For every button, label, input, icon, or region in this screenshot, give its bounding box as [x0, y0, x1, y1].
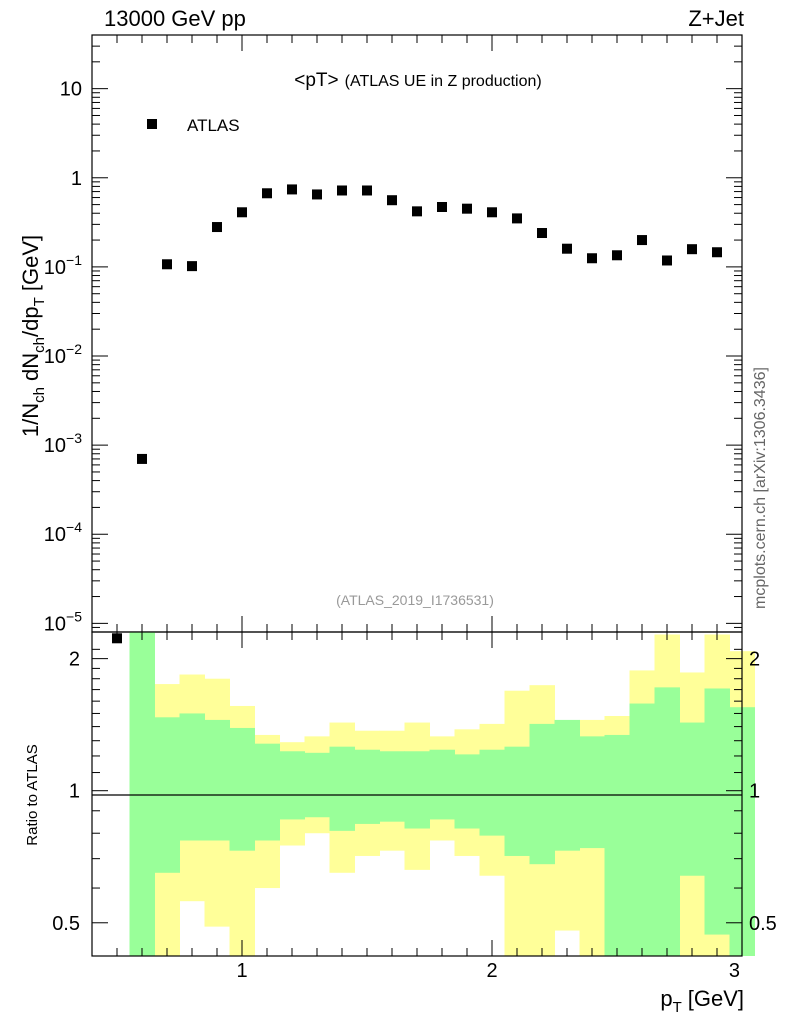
ratio-ticks [91, 632, 743, 956]
data-point [587, 253, 597, 264]
ratio-band-bin [354, 749, 380, 824]
ratio-band-bin [529, 723, 555, 865]
data-point [262, 188, 272, 199]
data-point [312, 189, 322, 200]
data-point [662, 255, 672, 266]
ratio-ytick-label-right: 0.5 [749, 913, 777, 935]
ratio-band-bin [554, 719, 580, 851]
ratio-band-bin [504, 746, 530, 856]
ratio-band-bin [479, 749, 505, 836]
ratio-bands [129, 632, 755, 956]
ratio-ytick-label-right: 1 [749, 781, 760, 803]
ratio-band-bin [679, 722, 705, 876]
data-point [687, 244, 697, 255]
legend-label: ATLAS [187, 116, 240, 135]
data-point [137, 453, 147, 464]
main-ytick-label: 10−5 [44, 608, 82, 635]
main-ytick-label: 10−4 [44, 519, 82, 546]
plot-title: <pT> (ATLAS UE in Z production) [294, 70, 541, 91]
data-point [537, 228, 547, 239]
ratio-band-bin [404, 751, 430, 829]
ratio-band-bin [629, 703, 655, 956]
data-point [362, 185, 372, 196]
data-point [612, 250, 622, 261]
main-ytick-label: 1 [71, 168, 82, 190]
energy-label: 13000 GeV pp [104, 6, 246, 31]
data-point [487, 207, 497, 218]
ratio-ytick-label-right: 2 [749, 649, 760, 671]
ratio-band-bin [129, 632, 155, 956]
ratio-band-bin [279, 751, 305, 820]
ratio-ytick-label-left: 2 [69, 649, 80, 671]
ratio-band-bin [379, 751, 405, 822]
ratio-panel: 2 2 1 1 0.5 0.5 1 2 3 [52, 631, 777, 982]
x-tick-label: 2 [486, 960, 497, 982]
main-ytick-label: 10−3 [44, 430, 82, 457]
data-point [337, 185, 347, 196]
data-point [187, 261, 197, 272]
main-points [112, 184, 722, 644]
main-ytick-label: 10−2 [44, 341, 82, 368]
main-panel: 10 1 10−1 10−2 10−3 10−4 10−5 <pT> (ATLAS UE in… [44, 34, 743, 644]
data-point [637, 235, 647, 246]
side-watermark: mcplots.cern.ch [arXiv:1306.3436] [752, 367, 769, 609]
data-point [237, 207, 247, 218]
ratio-band-bin [654, 687, 680, 956]
ratio-ylabel: Ratio to ATLAS [24, 744, 41, 845]
main-ytick-label: 10 [60, 79, 82, 101]
ratio-band-bin [254, 743, 280, 841]
data-point [287, 184, 297, 195]
data-point [712, 247, 722, 258]
data-point [437, 201, 447, 212]
data-point [387, 195, 397, 206]
main-ytick-labels: 10 1 10−1 10−2 10−3 10−4 10−5 [44, 79, 82, 636]
x-tick-labels: 1 2 3 [236, 960, 740, 982]
ratio-ytick-label-left: 1 [69, 781, 80, 803]
ratio-band-bin [329, 746, 355, 831]
analysis-id: (ATLAS_2019_I1736531) [336, 592, 494, 608]
ratio-band-bin [179, 713, 205, 841]
process-label: Z+Jet [688, 6, 744, 31]
ratio-band-bin [204, 719, 230, 841]
main-ylabel: 1/Nch dNch/dpT [GeV] [18, 235, 48, 437]
ratio-band-bin [304, 752, 330, 818]
data-point [462, 203, 472, 214]
ratio-band-bin [229, 727, 255, 851]
data-point [162, 259, 172, 270]
ratio-band-bin [579, 736, 605, 849]
data-point [512, 213, 522, 224]
x-axis-label: pT [GeV] [660, 986, 744, 1016]
ratio-band-bin [454, 754, 480, 829]
ratio-ytick-label-left: 0.5 [52, 913, 80, 935]
data-point [212, 222, 222, 233]
ratio-band-bin [704, 688, 730, 935]
legend-marker [147, 119, 157, 129]
main-ticks [91, 34, 743, 633]
ratio-band-bin [429, 749, 455, 820]
ratio-band-bin [604, 734, 630, 956]
main-ytick-label: 10−1 [44, 252, 82, 279]
x-tick-label: 1 [236, 960, 247, 982]
data-point [412, 206, 422, 217]
data-point [562, 243, 572, 254]
x-tick-label: 3 [729, 960, 740, 982]
ratio-tick-labels: 2 2 1 1 0.5 0.5 [52, 649, 777, 935]
